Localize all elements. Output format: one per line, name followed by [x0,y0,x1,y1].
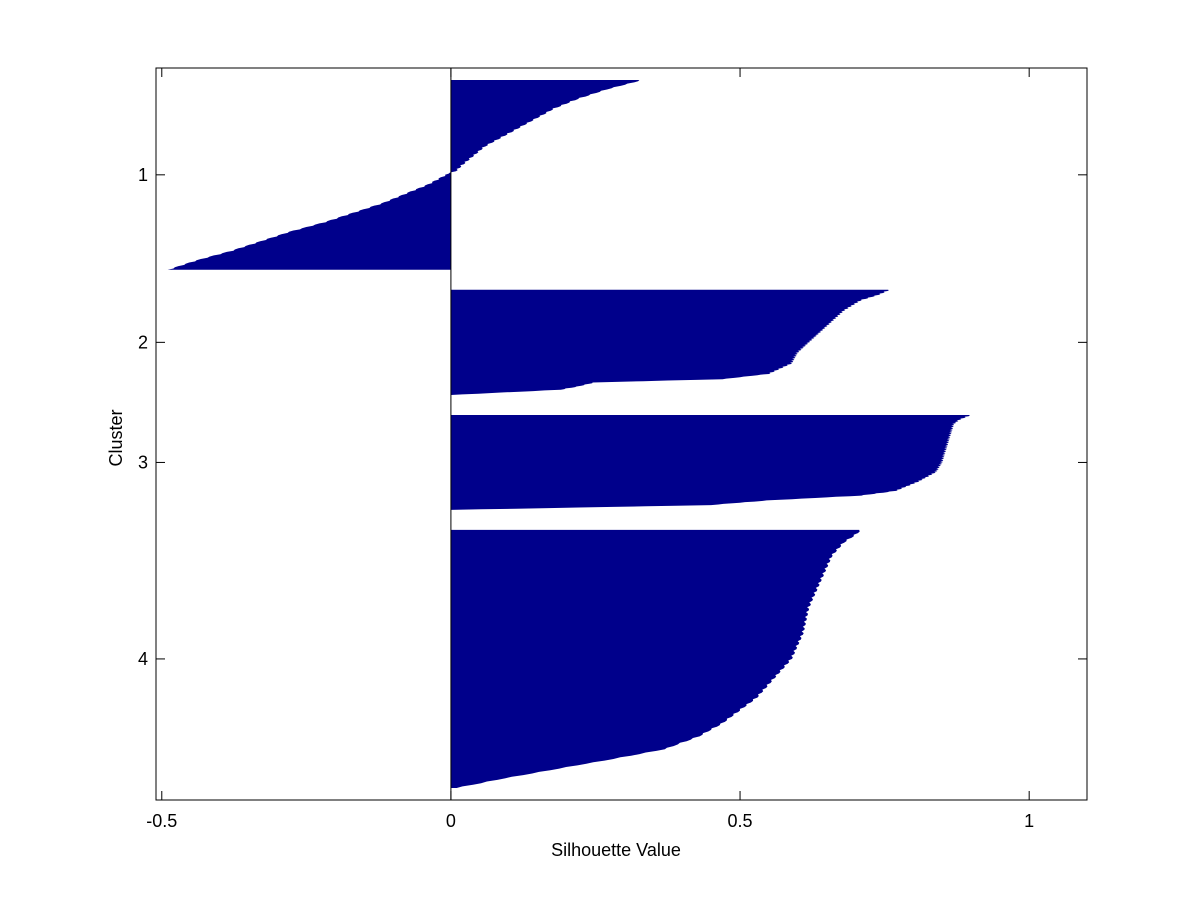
x-tick-label: -0.5 [146,811,177,831]
x-tick-label: 0.5 [728,811,753,831]
cluster-4-silhouette [450,529,860,788]
x-axis-label: Silhouette Value [551,840,681,860]
y-axis-ticks: 1 2 3 4 [138,165,1087,669]
y-tick-label-3: 3 [138,452,148,472]
y-tick-label-4: 4 [138,649,148,669]
cluster-1-silhouette [167,80,640,270]
y-tick-label-2: 2 [138,332,148,352]
cluster-2-silhouette [450,289,889,395]
silhouette-bars [167,80,970,788]
x-tick-label: 0 [446,811,456,831]
x-axis-ticks: -0.5 0 0.5 1 [146,68,1034,831]
y-axis-label: Cluster [106,409,126,466]
x-tick-label: 1 [1024,811,1034,831]
cluster-3-silhouette [450,415,970,510]
plot-frame [155,67,1088,801]
y-tick-label-1: 1 [138,165,148,185]
